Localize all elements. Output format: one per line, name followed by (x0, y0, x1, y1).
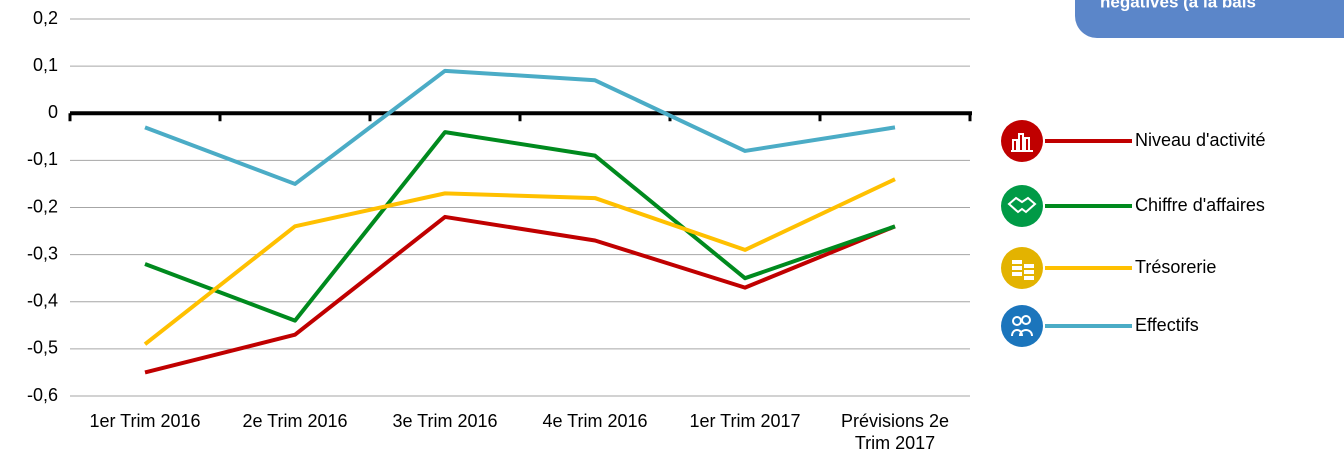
series-line (144, 68, 896, 186)
legend-label: Chiffre d'affaires (1135, 195, 1265, 215)
y-tick-label: -0,3 (27, 243, 58, 263)
series-line (144, 214, 896, 375)
series-line (143, 177, 896, 346)
icon (1001, 305, 1043, 347)
icon-glyph (1012, 316, 1022, 326)
legend-icons (1001, 120, 1043, 347)
annotation: négatives (à la bais (1100, 0, 1256, 11)
x-tick-label: Prévisions 2e Trim 2017 (841, 411, 949, 453)
y-tick-label: 0,1 (33, 55, 58, 75)
legend-label: Trésorerie (1135, 257, 1216, 277)
x-tick-label: 1er Trim 2017 (689, 411, 800, 431)
x-tick-label: 1er Trim 2016 (89, 411, 200, 431)
y-tick-label: -0,6 (27, 385, 58, 405)
annotation-box (1075, 0, 1344, 38)
icon-glyph (1007, 196, 1037, 214)
icon-glyph (1012, 260, 1034, 280)
y-tick-label: -0,1 (27, 149, 58, 169)
y-tick-label: 0 (48, 102, 58, 122)
icon-glyph (1011, 329, 1033, 337)
x-tick-label: 3e Trim 2016 (392, 411, 497, 431)
legend-label: Effectifs (1135, 315, 1199, 335)
icon (1001, 185, 1043, 227)
legend-label: Niveau d'activité (1135, 130, 1266, 150)
x-tick-label: 2e Trim 2016 (242, 411, 347, 431)
y-tick-label: -0,5 (27, 338, 58, 358)
series-line (144, 130, 896, 323)
icon-glyph (1011, 133, 1033, 152)
x-tick-label: 4e Trim 2016 (542, 411, 647, 431)
y-tick-label: -0,2 (27, 196, 58, 216)
y-tick-label: 0,2 (33, 8, 58, 28)
icon-glyph (1021, 315, 1031, 325)
y-tick-label: -0,4 (27, 291, 58, 311)
